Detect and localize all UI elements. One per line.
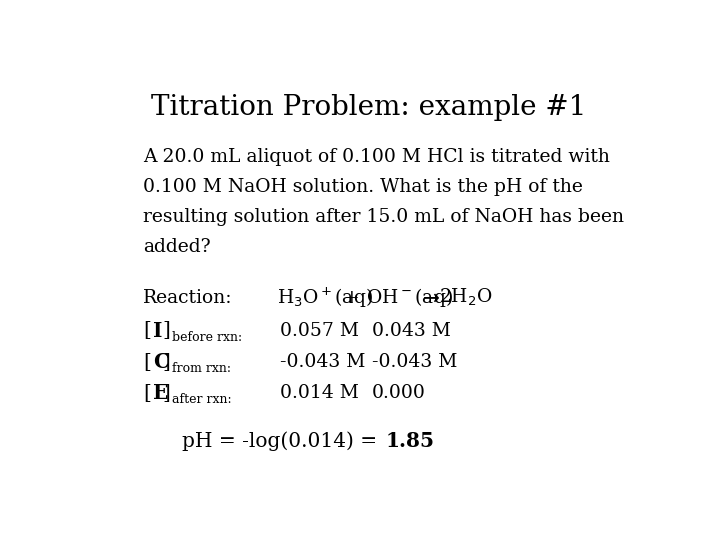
Text: 0.100 M NaOH solution. What is the pH of the: 0.100 M NaOH solution. What is the pH of… <box>143 178 583 196</box>
Text: pH = -log(0.014) =: pH = -log(0.014) = <box>182 431 384 451</box>
Text: Reaction:: Reaction: <box>143 289 233 307</box>
Text: 2H$_2$O: 2H$_2$O <box>438 287 492 308</box>
Text: I: I <box>153 321 163 341</box>
Text: C: C <box>153 352 169 372</box>
Text: Titration Problem: example #1: Titration Problem: example #1 <box>151 94 587 121</box>
Text: resulting solution after 15.0 mL of NaOH has been: resulting solution after 15.0 mL of NaOH… <box>143 208 624 226</box>
Text: 1.85: 1.85 <box>386 431 435 451</box>
Text: after rxn:: after rxn: <box>172 394 232 407</box>
Text: 0.057 M: 0.057 M <box>280 322 359 340</box>
Text: [: [ <box>143 353 151 372</box>
Text: E: E <box>153 383 168 403</box>
Text: 0.014 M: 0.014 M <box>280 384 359 402</box>
Text: ]: ] <box>162 353 170 372</box>
Text: H$_3$O$^+$(aq): H$_3$O$^+$(aq) <box>277 286 373 310</box>
Text: added?: added? <box>143 238 211 256</box>
Text: before rxn:: before rxn: <box>172 331 242 344</box>
Text: [: [ <box>143 321 151 340</box>
Text: ]: ] <box>162 384 170 403</box>
Text: -0.043 M: -0.043 M <box>280 353 365 371</box>
Text: A 20.0 mL aliquot of 0.100 M HCl is titrated with: A 20.0 mL aliquot of 0.100 M HCl is titr… <box>143 148 610 166</box>
Text: 0.000: 0.000 <box>372 384 426 402</box>
Text: OH$^-$(aq): OH$^-$(aq) <box>366 286 453 309</box>
Text: +: + <box>344 289 360 307</box>
Text: -0.043 M: -0.043 M <box>372 353 457 371</box>
Text: [: [ <box>143 384 151 403</box>
Text: $\rightarrow$: $\rightarrow$ <box>419 288 441 307</box>
Text: from rxn:: from rxn: <box>172 362 231 375</box>
Text: ]: ] <box>162 321 170 340</box>
Text: 0.043 M: 0.043 M <box>372 322 451 340</box>
